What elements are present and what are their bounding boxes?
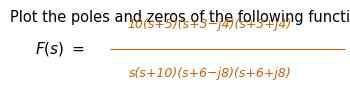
Text: 10(s+5)(s+3−j4)(s+3+j4): 10(s+5)(s+3−j4)(s+3+j4) (128, 18, 292, 31)
Text: $\mathit{F}(\mathit{s})\ =$: $\mathit{F}(\mathit{s})\ =$ (35, 40, 85, 58)
Text: Plot the poles and zeros of the following function:: Plot the poles and zeros of the followin… (10, 10, 350, 25)
Text: s(s+10)(s+6−j8)(s+6+j8): s(s+10)(s+6−j8)(s+6+j8) (129, 67, 291, 80)
